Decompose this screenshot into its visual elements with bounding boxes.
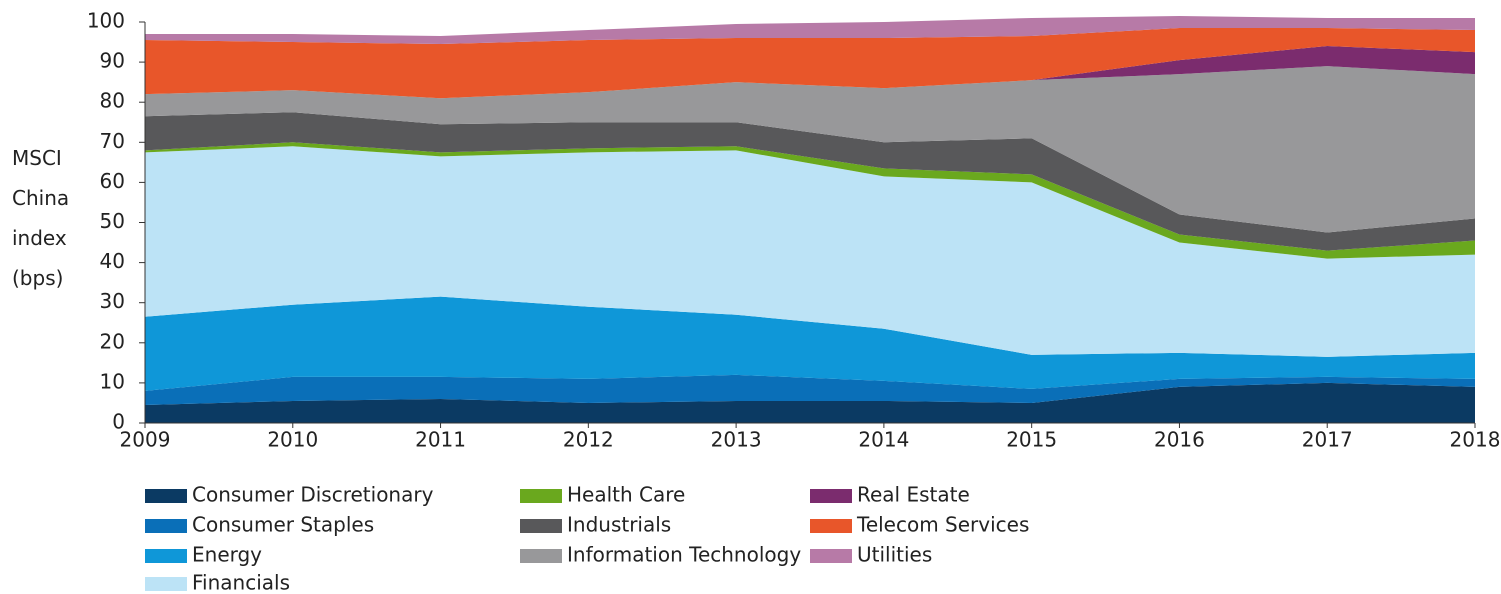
x-tick-label: 2018 — [1450, 428, 1501, 452]
x-tick-label: 2011 — [415, 428, 466, 452]
legend-swatch — [145, 519, 187, 533]
legend-swatch — [520, 519, 562, 533]
legend-swatch — [520, 489, 562, 503]
legend-label: Utilities — [857, 543, 932, 567]
x-tick-label: 2009 — [120, 428, 171, 452]
area — [145, 28, 1475, 99]
y-tick-label: 60 — [100, 169, 125, 193]
legend-swatch — [810, 519, 852, 533]
y-tick-label: 80 — [100, 89, 125, 113]
area — [145, 382, 1475, 423]
legend-label: Consumer Discretionary — [192, 483, 434, 507]
y-tick-label: 40 — [100, 249, 125, 273]
legend-label: Telecom Services — [856, 513, 1029, 537]
legend-swatch — [145, 549, 187, 563]
y-tick-label: 0 — [112, 410, 125, 434]
legend-label: Energy — [192, 543, 262, 567]
x-tick-label: 2012 — [563, 428, 614, 452]
legend-swatch — [810, 489, 852, 503]
y-tick-label: 10 — [100, 369, 125, 393]
legend-swatch — [520, 549, 562, 563]
x-tick-label: 2015 — [1006, 428, 1057, 452]
legend-swatch — [145, 577, 187, 591]
x-tick-label: 2016 — [1154, 428, 1205, 452]
area — [145, 46, 1475, 99]
legend-label: Industrials — [567, 513, 671, 537]
legend-label: Information Technology — [567, 543, 801, 567]
y-tick-label: 90 — [100, 49, 125, 73]
x-tick-label: 2014 — [858, 428, 909, 452]
legend-swatch — [145, 489, 187, 503]
y-tick-label: 50 — [100, 209, 125, 233]
x-tick-label: 2013 — [711, 428, 762, 452]
area — [145, 374, 1475, 405]
area — [145, 15, 1475, 45]
x-tick-label: 2017 — [1302, 428, 1353, 452]
y-axis-label: MSCI China index (bps) — [12, 146, 70, 290]
legend-label: Financials — [192, 571, 290, 594]
area — [145, 296, 1475, 391]
y-tick-label: 20 — [100, 329, 125, 353]
area — [145, 146, 1475, 357]
area — [145, 66, 1475, 233]
y-tick-label: 100 — [87, 9, 125, 33]
area — [145, 112, 1475, 251]
y-tick-label: 30 — [100, 289, 125, 313]
legend-label: Health Care — [567, 483, 685, 507]
legend-label: Real Estate — [857, 483, 970, 507]
y-tick-label: 70 — [100, 129, 125, 153]
legend-swatch — [810, 549, 852, 563]
legend-label: Consumer Staples — [192, 513, 374, 537]
x-tick-label: 2010 — [267, 428, 318, 452]
